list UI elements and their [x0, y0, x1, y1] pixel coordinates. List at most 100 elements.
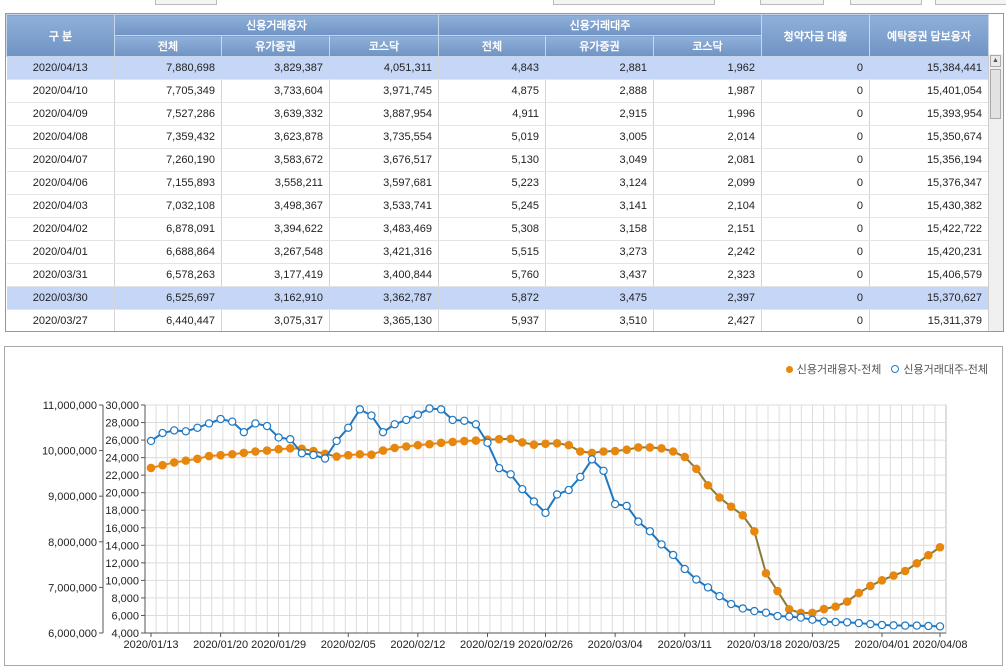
cell-date: 2020/04/01: [6, 240, 115, 264]
cell-sub: 0: [761, 217, 870, 241]
header-short-kospi[interactable]: 유가증권: [545, 35, 654, 57]
cell-l-total: 7,705,349: [114, 79, 222, 103]
cell-sub: 0: [761, 194, 870, 218]
cell-s-total: 5,760: [438, 263, 546, 287]
table-row[interactable]: 2020/03/27 6,440,447 3,075,317 3,365,130 5,9…: [6, 309, 989, 331]
legend-label-short: 신용거래대주-전체: [903, 364, 988, 376]
cell-l-total: 7,032,108: [114, 194, 222, 218]
cell-l-kospi: 3,623,878: [221, 125, 330, 149]
cell-s-kospi: 3,437: [545, 263, 654, 287]
scroll-thumb[interactable]: [990, 69, 1001, 119]
cell-sub: 0: [761, 102, 870, 126]
cell-date: 2020/04/09: [6, 102, 115, 126]
cell-l-total: 6,525,697: [114, 286, 222, 310]
toolbar-control-2[interactable]: [553, 0, 715, 5]
cell-l-total: 7,155,893: [114, 171, 222, 195]
data-grid: 구 분 신용거래융자 신용거래대주 청약자금 대출 예탁증권 담보융자 전체 유…: [5, 13, 1004, 332]
table-row[interactable]: 2020/04/13 7,880,698 3,829,387 4,051,311 4,8…: [6, 56, 989, 80]
cell-s-kospi: 3,158: [545, 217, 654, 241]
cell-dep: 15,393,954: [869, 102, 989, 126]
cell-date: 2020/04/10: [6, 79, 115, 103]
table-row[interactable]: 2020/04/08 7,359,432 3,623,878 3,735,554 5,0…: [6, 125, 989, 149]
cell-l-total: 7,527,286: [114, 102, 222, 126]
cell-dep: 15,350,674: [869, 125, 989, 149]
table-row[interactable]: 2020/04/01 6,688,864 3,267,548 3,421,316 5,5…: [6, 240, 989, 264]
header-deposit-loan[interactable]: 예탁증권 담보융자: [869, 14, 989, 57]
cell-sub: 0: [761, 79, 870, 103]
toolbar-button-2[interactable]: [935, 0, 1006, 5]
legend-label-loan: 신용거래융자-전체: [796, 364, 882, 376]
cell-l-kosdaq: 3,421,316: [329, 240, 439, 264]
cell-s-kospi: 3,005: [545, 125, 654, 149]
header-loan-kosdaq[interactable]: 코스닥: [329, 35, 439, 57]
cell-l-kospi: 3,733,604: [221, 79, 330, 103]
header-subscription-loan[interactable]: 청약자금 대출: [761, 14, 870, 57]
cell-date: 2020/04/02: [6, 217, 115, 241]
header-short-total[interactable]: 전체: [438, 35, 546, 57]
cell-l-total: 7,359,432: [114, 125, 222, 149]
cell-s-total: 5,308: [438, 217, 546, 241]
table-row[interactable]: 2020/04/02 6,878,091 3,394,622 3,483,469 5,3…: [6, 217, 989, 241]
cell-l-kosdaq: 3,597,681: [329, 171, 439, 195]
header-loan-total[interactable]: 전체: [114, 35, 222, 57]
cell-s-kosdaq: 2,427: [653, 309, 762, 331]
header-margin-loan[interactable]: 신용거래융자: [114, 14, 439, 36]
legend-filled-circle-icon: [785, 365, 793, 373]
cell-s-kospi: 3,124: [545, 171, 654, 195]
cell-sub: 0: [761, 171, 870, 195]
cell-s-total: 5,515: [438, 240, 546, 264]
table-row[interactable]: 2020/04/09 7,527,286 3,639,332 3,887,954 4,9…: [6, 102, 989, 126]
cell-l-kospi: 3,498,367: [221, 194, 330, 218]
header-gubun[interactable]: 구 분: [6, 14, 115, 57]
cell-date: 2020/04/08: [6, 125, 115, 149]
cell-s-kosdaq: 2,242: [653, 240, 762, 264]
header-loan-kospi[interactable]: 유가증권: [221, 35, 330, 57]
cell-dep: 15,356,194: [869, 148, 989, 172]
scroll-up-icon[interactable]: ▲: [990, 55, 1001, 67]
legend-hollow-circle-icon: [891, 365, 900, 373]
cell-dep: 15,430,382: [869, 194, 989, 218]
cell-s-kospi: 3,141: [545, 194, 654, 218]
toolbar-button-1[interactable]: [850, 0, 922, 5]
cell-l-kospi: 3,177,419: [221, 263, 330, 287]
cell-s-kospi: 3,475: [545, 286, 654, 310]
cell-s-kosdaq: 2,323: [653, 263, 762, 287]
cell-l-kospi: 3,394,622: [221, 217, 330, 241]
margin-trading-table: 구 분 신용거래융자 신용거래대주 청약자금 대출 예탁증권 담보융자 전체 유…: [6, 14, 989, 331]
header-short-kosdaq[interactable]: 코스닥: [653, 35, 762, 57]
cell-sub: 0: [761, 148, 870, 172]
toolbar-control-3[interactable]: [760, 0, 824, 5]
cell-s-kospi: 3,273: [545, 240, 654, 264]
table-row[interactable]: 2020/03/31 6,578,263 3,177,419 3,400,844 5,7…: [6, 263, 989, 287]
cell-s-kospi: 2,888: [545, 79, 654, 103]
cell-date: 2020/03/31: [6, 263, 115, 287]
cell-dep: 15,406,579: [869, 263, 989, 287]
cell-l-kosdaq: 3,971,745: [329, 79, 439, 103]
cell-l-kospi: 3,829,387: [221, 56, 330, 80]
table-row[interactable]: 2020/04/06 7,155,893 3,558,211 3,597,681 5,2…: [6, 171, 989, 195]
table-row[interactable]: 2020/04/10 7,705,349 3,733,604 3,971,745 4,8…: [6, 79, 989, 103]
cell-s-kosdaq: 1,987: [653, 79, 762, 103]
cell-l-kosdaq: 3,887,954: [329, 102, 439, 126]
cell-s-total: 5,130: [438, 148, 546, 172]
cell-date: 2020/04/13: [6, 56, 115, 80]
cell-s-kosdaq: 2,014: [653, 125, 762, 149]
header-margin-short[interactable]: 신용거래대주: [438, 14, 762, 36]
table-row[interactable]: 2020/03/30 6,525,697 3,162,910 3,362,787 5,8…: [6, 286, 989, 310]
table-row[interactable]: 2020/04/03 7,032,108 3,498,367 3,533,741 5,2…: [6, 194, 989, 218]
vertical-scrollbar[interactable]: ▲: [988, 54, 1003, 331]
cell-s-kospi: 3,510: [545, 309, 654, 331]
cell-date: 2020/04/03: [6, 194, 115, 218]
cell-l-kosdaq: 3,365,130: [329, 309, 439, 331]
cell-s-total: 5,937: [438, 309, 546, 331]
cell-sub: 0: [761, 240, 870, 264]
table-row[interactable]: 2020/04/07 7,260,190 3,583,672 3,676,517 5,1…: [6, 148, 989, 172]
legend-item-loan[interactable]: 신용거래융자-전체: [785, 361, 882, 377]
cell-dep: 15,420,231: [869, 240, 989, 264]
legend-item-short[interactable]: 신용거래대주-전체: [891, 361, 988, 377]
cell-date: 2020/03/27: [6, 309, 115, 331]
toolbar-control-1[interactable]: [155, 0, 217, 5]
cell-l-total: 6,578,263: [114, 263, 222, 287]
cell-s-total: 5,872: [438, 286, 546, 310]
cell-l-kospi: 3,162,910: [221, 286, 330, 310]
